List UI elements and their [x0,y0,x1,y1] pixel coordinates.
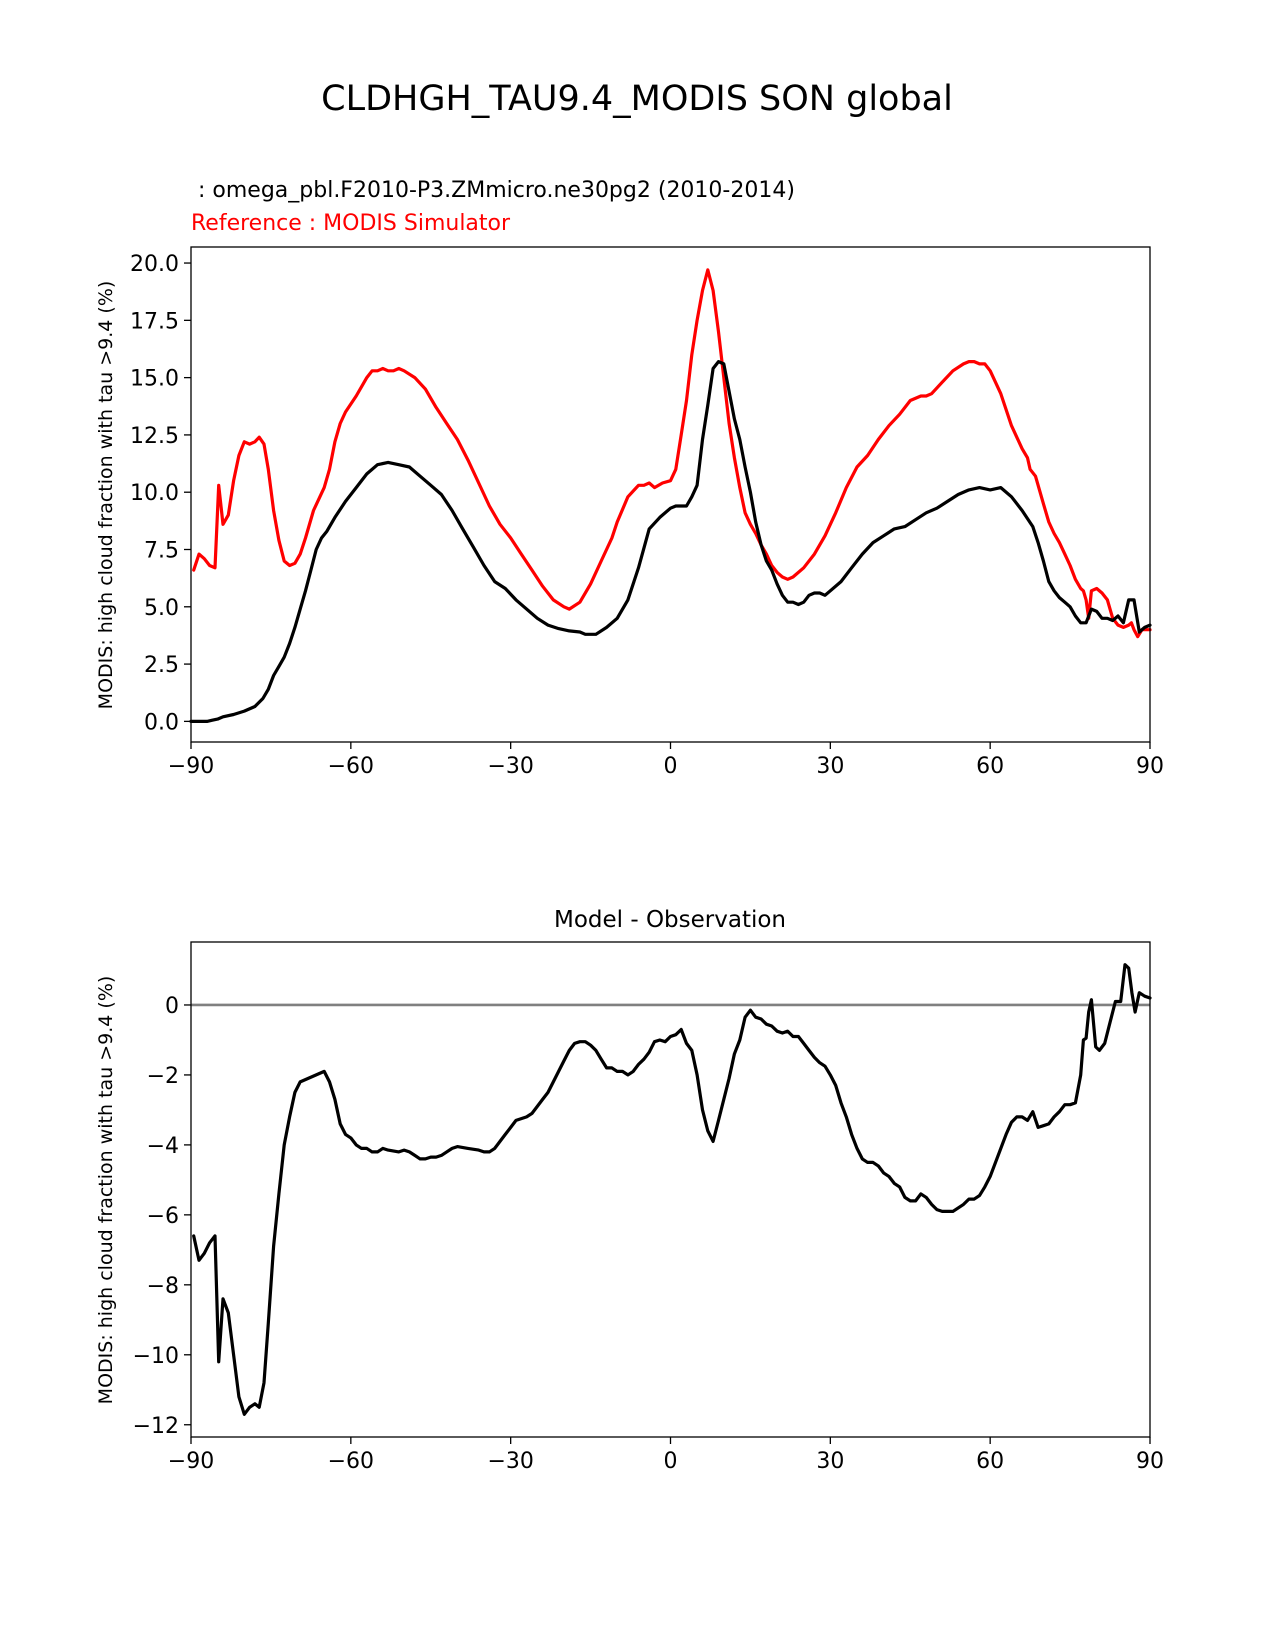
y-tick-label: −8 [147,1274,179,1299]
y-tick-label: 17.5 [130,309,179,334]
y-tick-label: −6 [147,1204,179,1229]
x-tick-label: 30 [816,754,844,779]
top-ticks: −90 −60 −30 0 30 60 90 0.0 2.5 5.0 7.5 10.0 12.5 15.0… [130,252,1164,779]
y-tick-label: 0.0 [144,710,179,735]
y-tick-label: 10.0 [130,481,179,506]
top-series [189,268,1152,723]
y-tick-label: 5.0 [144,596,179,621]
y-tick-label: 7.5 [144,539,179,564]
bottom-panel-title: Model - Observation [554,907,786,933]
x-tick-label: 60 [976,1449,1004,1474]
bottom-ticks: −90 −60 −30 0 30 60 90 −12 −10 −8 −6 −4 −2 0 [133,994,1164,1474]
top-plot-frame [190,246,1151,743]
y-tick-label: 2.5 [144,653,179,678]
bottom-panel: Model - Observation MODIS: high cloud fr… [95,907,1164,1474]
x-tick-label: −30 [487,1449,533,1474]
bottom-y-axis-label: MODIS: high cloud fraction with tau >9.4… [95,976,117,1405]
x-tick-label: 90 [1136,754,1164,779]
figure-title: CLDHGH_TAU9.4_MODIS SON global [321,79,953,119]
x-tick-label: 30 [816,1449,844,1474]
bottom-series [191,963,1152,1416]
reference-series-line [192,268,1152,639]
x-tick-label: 0 [664,754,678,779]
y-tick-label: −10 [133,1344,179,1369]
test-series-line [189,360,1152,723]
y-tick-label: −2 [147,1064,179,1089]
top-y-axis-label: MODIS: high cloud fraction with tau >9.4… [95,281,117,710]
x-tick-label: −60 [328,1449,374,1474]
y-tick-label: 15.0 [130,367,179,392]
y-tick-label: −12 [133,1414,179,1439]
test-case-label: : omega_pbl.F2010-P3.ZMmicro.ne30pg2 (20… [191,178,795,203]
y-tick-label: 12.5 [130,424,179,449]
x-tick-label: −90 [168,1449,214,1474]
x-tick-label: −90 [168,754,214,779]
x-tick-label: 0 [664,1449,678,1474]
x-tick-label: −60 [328,754,374,779]
y-tick-label: 20.0 [130,252,179,277]
top-panel: : omega_pbl.F2010-P3.ZMmicro.ne30pg2 (20… [95,178,1164,779]
x-tick-label: −30 [487,754,533,779]
x-tick-label: 60 [976,754,1004,779]
y-tick-label: −4 [147,1134,179,1159]
y-tick-label: 0 [165,994,179,1019]
reference-label: Reference : MODIS Simulator [191,211,511,236]
bottom-plot-frame [190,941,1151,1438]
x-tick-label: 90 [1136,1449,1164,1474]
difference-series-line [192,963,1152,1416]
